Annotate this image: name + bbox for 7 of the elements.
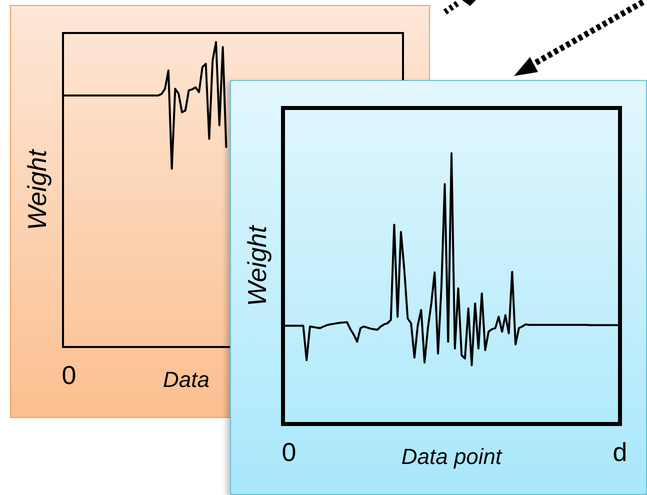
text: 0	[62, 360, 76, 390]
text: d	[612, 437, 628, 468]
x-axis-title: Data point	[401, 444, 503, 470]
y-axis-title: Weight	[242, 224, 272, 306]
y-axis-title: Weight	[22, 148, 52, 230]
x-axis-title: Data	[163, 367, 210, 392]
text: 0	[282, 437, 296, 468]
